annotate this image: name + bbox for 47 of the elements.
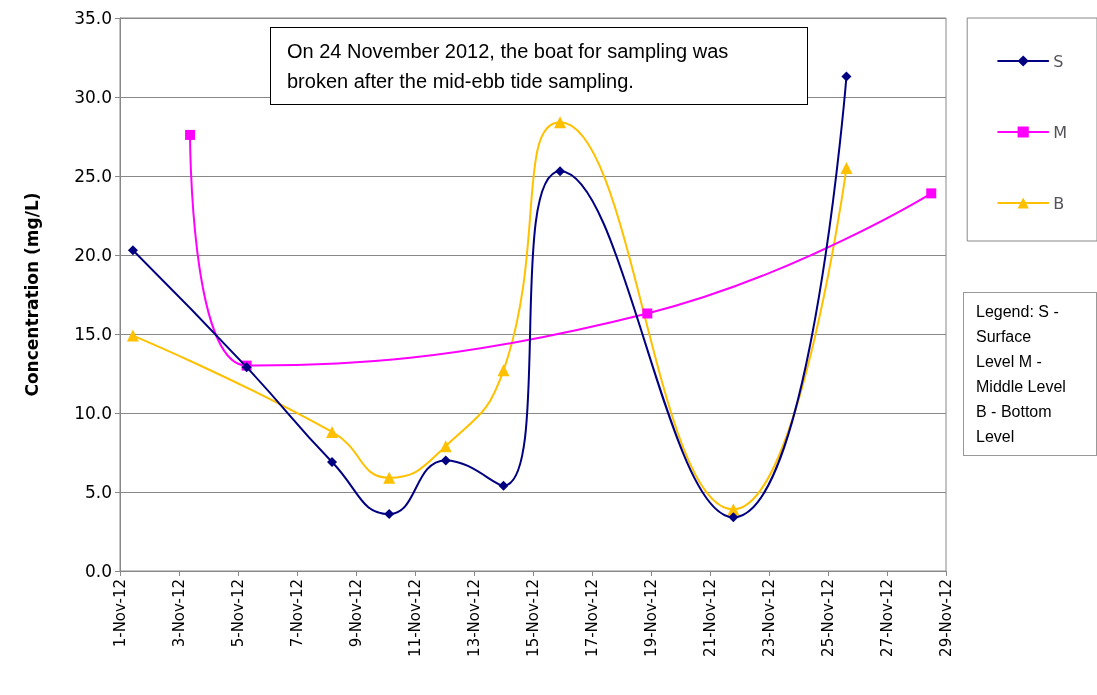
point: [728, 512, 739, 523]
x-tick-label: 27-Nov-12: [878, 579, 896, 657]
note-box: On 24 November 2012, the boat for sampling was broken after the mid-ebb tide sampling.: [270, 27, 808, 105]
x-tick-label: 9-Nov-12: [347, 579, 365, 648]
y-tick-label: 25.0: [74, 166, 112, 186]
y-tick-label: 5.0: [84, 482, 112, 502]
x-tick-label: 23-Nov-12: [760, 579, 778, 657]
point: [497, 364, 510, 377]
point: [555, 166, 566, 177]
y-tick-label: 35.0: [74, 8, 112, 28]
x-tick-label: 29-Nov-12: [937, 579, 955, 657]
point: [383, 471, 396, 484]
x-tick-label: 7-Nov-12: [288, 579, 306, 648]
x-tick-label: 19-Nov-12: [642, 579, 660, 657]
x-tick-label: 17-Nov-12: [583, 579, 601, 657]
point: [127, 245, 138, 256]
point: [384, 509, 395, 520]
point: [554, 116, 567, 129]
x-tick-label: 3-Nov-12: [170, 579, 188, 648]
point: [642, 308, 653, 319]
y-tick-label: 0.0: [84, 561, 112, 581]
point: [926, 188, 937, 199]
point: [185, 129, 196, 140]
x-tick-label: 25-Nov-12: [819, 579, 837, 657]
legend-label: M: [1053, 122, 1068, 142]
legend-label: S: [1053, 51, 1064, 71]
point: [840, 162, 853, 175]
y-tick-label: 20.0: [74, 245, 112, 265]
x-tick-label: 15-Nov-12: [524, 579, 542, 657]
x-tick-label: 1-Nov-12: [111, 579, 129, 648]
point: [326, 425, 339, 438]
point: [841, 71, 852, 82]
point: [440, 455, 451, 466]
point: [498, 480, 509, 491]
y-tick-label: 10.0: [74, 403, 112, 423]
y-axis-title: Concentration (mg/L): [21, 192, 42, 397]
point: [327, 456, 338, 467]
y-tick-label: 30.0: [74, 87, 112, 107]
key-box: Legend: S - Surface Level M - Middle Level B - Bottom Level: [963, 292, 1097, 456]
x-tick-label: 11-Nov-12: [406, 579, 424, 657]
point: [126, 329, 139, 342]
point: [439, 440, 452, 453]
x-tick-label: 13-Nov-12: [465, 579, 483, 657]
x-tick-label: 21-Nov-12: [701, 579, 719, 657]
legend-label: B: [1053, 193, 1065, 213]
y-tick-label: 15.0: [74, 324, 112, 344]
x-tick-label: 5-Nov-12: [229, 579, 247, 648]
